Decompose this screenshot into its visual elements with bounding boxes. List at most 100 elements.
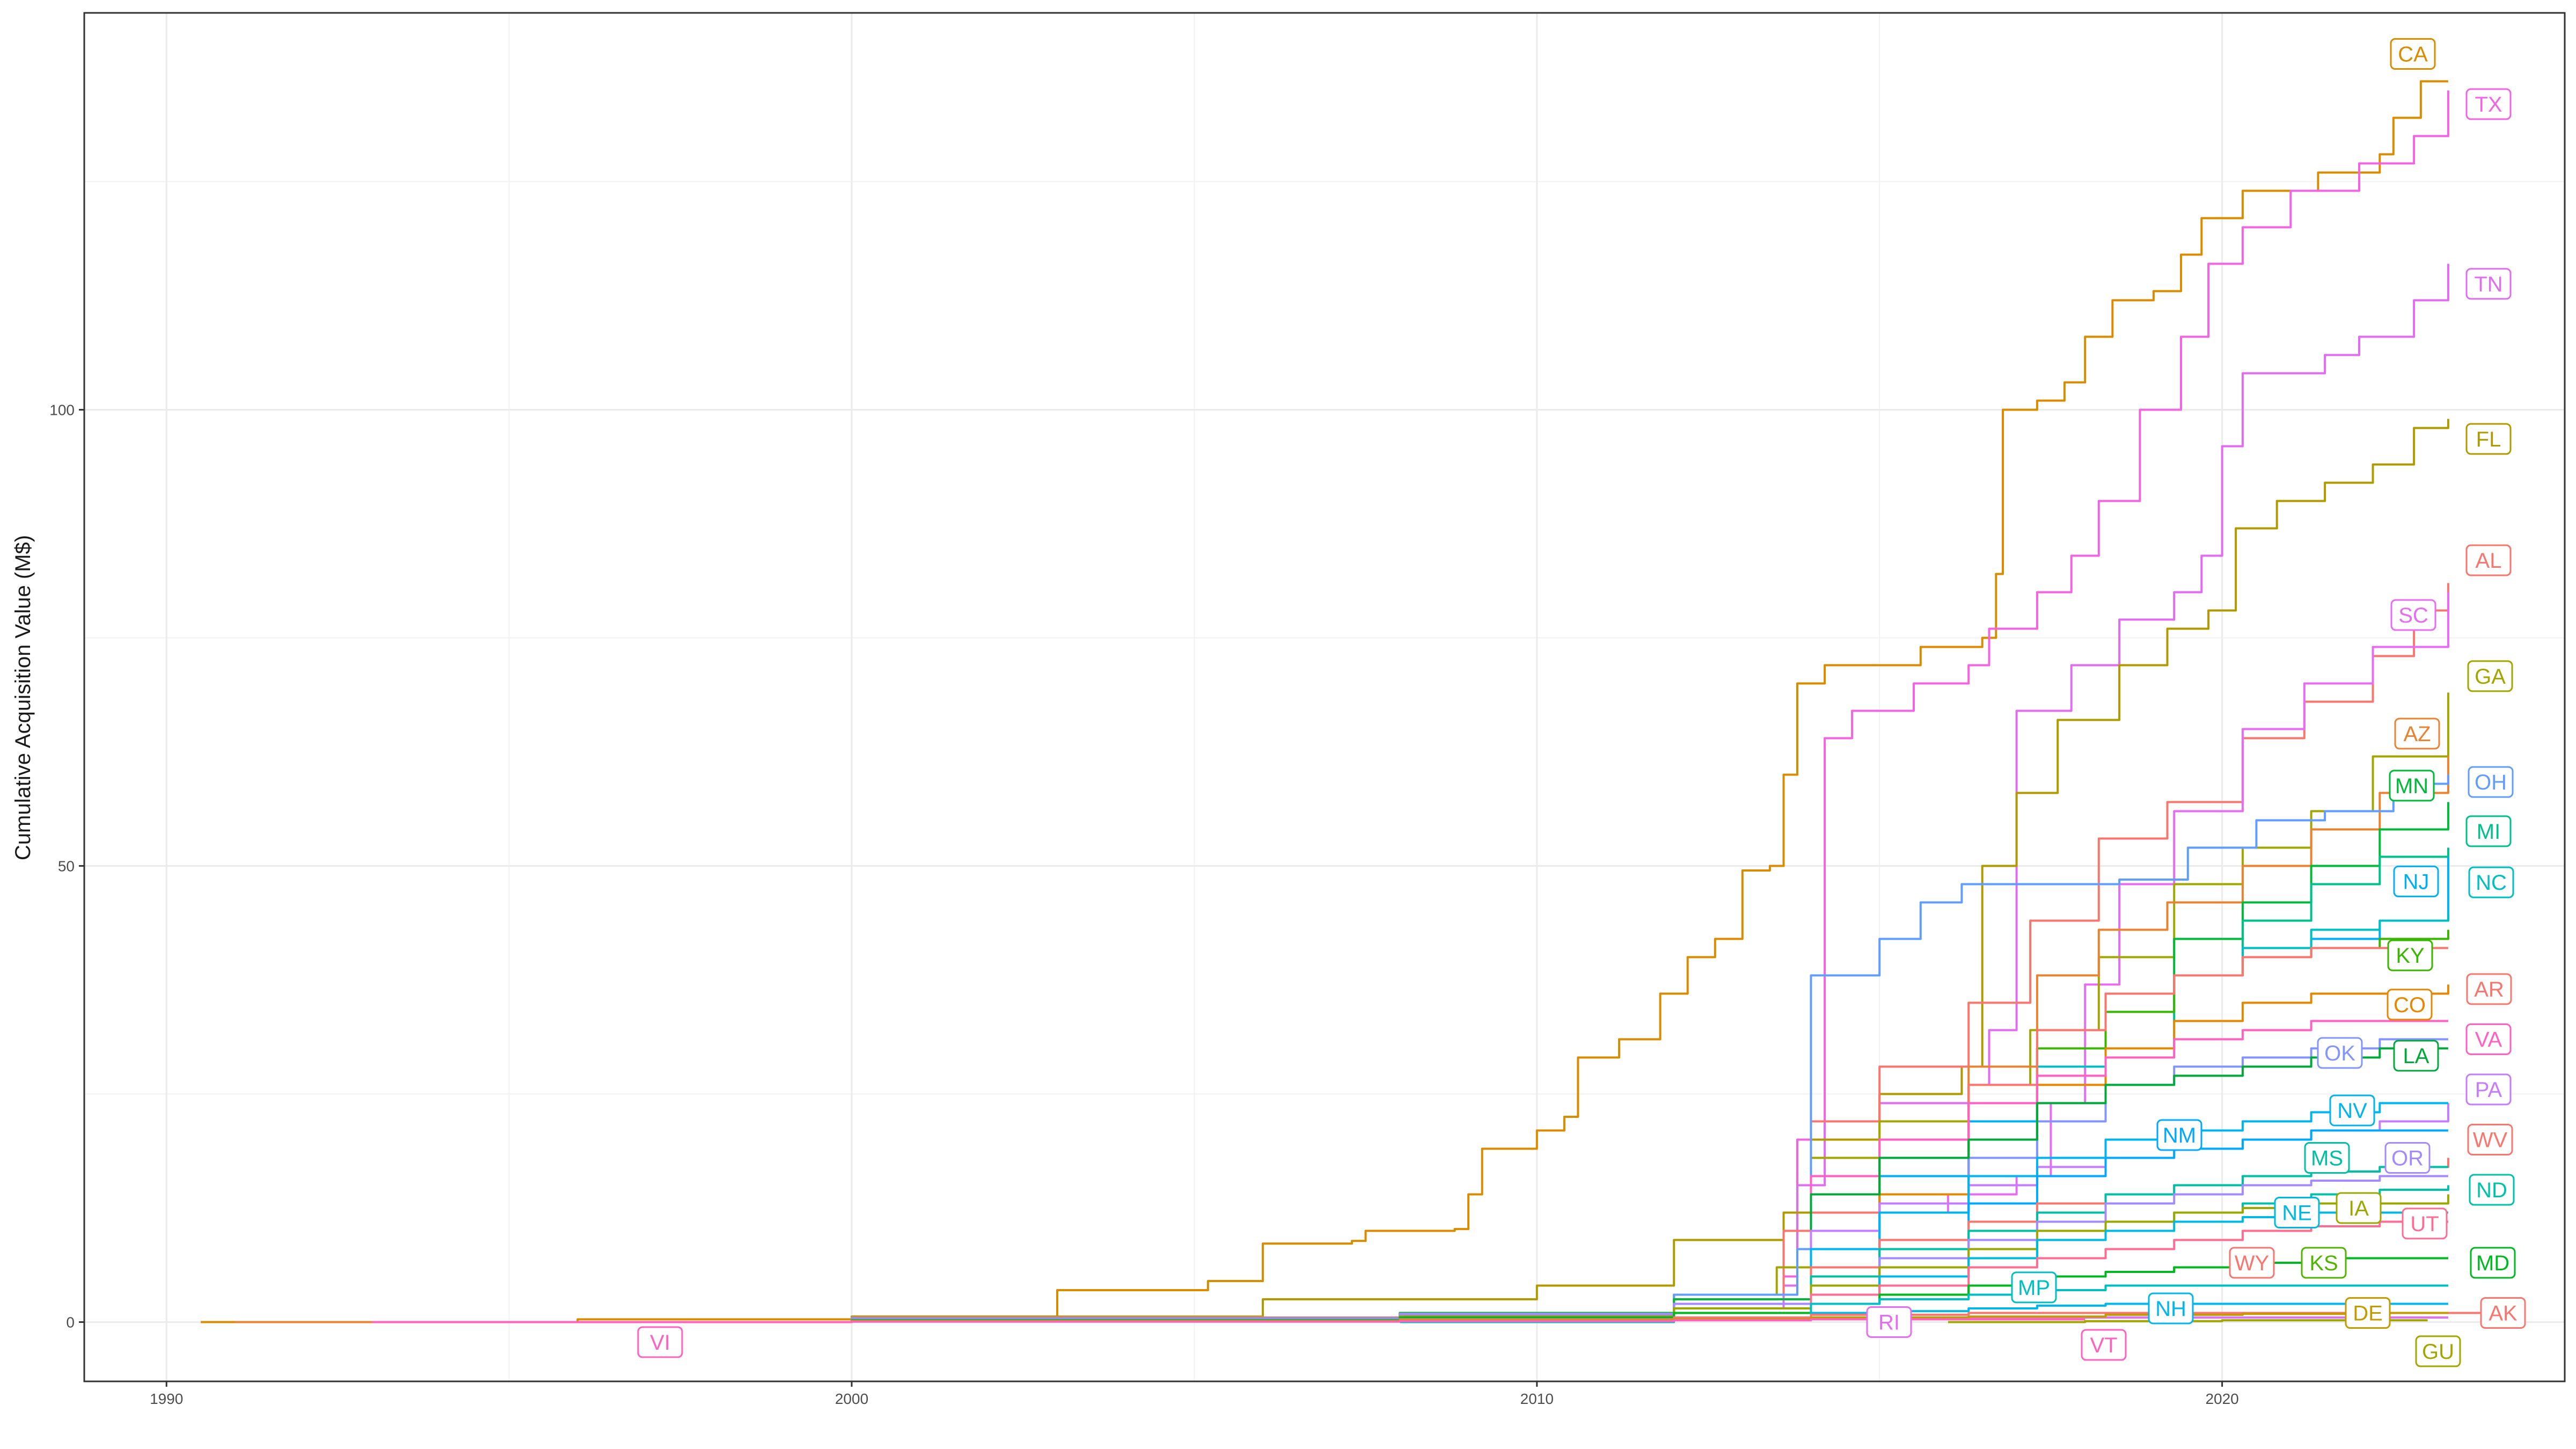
series-label-box [2345,1297,2391,1329]
series-label-ky: KY [2387,939,2433,971]
series-label-mi: MI [2465,815,2512,847]
series-label-text: AK [2489,1302,2518,1326]
series-label-ca: CA [2390,38,2436,70]
series-label-nc: NC [2468,866,2514,898]
series-label-text: SC [2398,604,2428,627]
series-label-box [2011,1271,2057,1304]
series-label-fl: FL [2465,423,2512,455]
series-label-tn: TN [2465,268,2512,300]
y-tick-label: 0 [66,1314,75,1331]
y-tick-label: 50 [58,858,75,875]
series-label-text: OK [2324,1042,2355,1065]
series-label-co: CO [2387,989,2433,1021]
series-label-nj: NJ [2393,865,2439,897]
series-label-box [2465,268,2512,300]
series-label-vt: VT [2081,1329,2127,1361]
series-label-box [2467,1124,2513,1155]
series-label-text: DE [2353,1302,2383,1326]
series-label-text: NE [2282,1202,2312,1225]
series-label-box [2304,1142,2350,1174]
series-label-box [2393,1040,2439,1072]
series-label-pa: PA [2465,1073,2512,1106]
series-label-mn: MN [2389,770,2435,802]
series-label-ut: UT [2402,1208,2448,1240]
series-label-text: NJ [2403,870,2429,894]
x-axis: 1990 2000 2010 2020 [150,1381,2239,1407]
series-label-box [2466,973,2512,1005]
series-label-text: MS [2311,1147,2343,1170]
series-label-ne: NE [2274,1197,2320,1228]
series-label-text: CA [2398,43,2428,67]
series-label-box [637,1326,683,1358]
series-label-box [2384,1142,2431,1174]
series-label-wy: WY [2229,1247,2275,1279]
series-label-box [2390,599,2436,631]
series-label-text: CO [2394,993,2426,1017]
series-label-va: VA [2465,1023,2512,1055]
series-line-or [372,1175,2448,1323]
series-label-text: MP [2018,1276,2050,1300]
y-tick-label: 100 [49,402,75,419]
series-label-ga: GA [2467,660,2513,692]
series-label-ia: IA [2336,1192,2382,1224]
series-label-text: VI [650,1331,670,1355]
series-label-text: KY [2396,944,2424,968]
series-label-az: AZ [2394,718,2440,750]
series-label-text: NH [2155,1297,2186,1321]
series-label-text: MN [2395,774,2428,798]
series-label-text: GU [2422,1340,2454,1364]
series-line-fl [440,419,2449,1323]
series-label-text: GA [2475,665,2506,689]
series-label-nv: NV [2329,1094,2375,1126]
series-label-box [2387,989,2433,1021]
series-label-text: WV [2473,1129,2508,1152]
series-label-ks: KS [2301,1247,2347,1279]
series-label-wv: WV [2467,1124,2513,1155]
series-label-ak: AK [2480,1297,2526,1329]
series-label-box [2081,1329,2127,1361]
series-label-sc: SC [2390,599,2436,631]
series-label-text: WY [2235,1252,2269,1275]
series-label-box [2470,1247,2516,1279]
series-label-oh: OH [2468,766,2514,798]
series-label-text: FL [2476,428,2501,451]
series-label-text: VA [2475,1028,2502,1052]
series-label-text: AZ [2403,722,2431,746]
series-label-box [2394,718,2440,750]
series-label-box [2465,544,2512,576]
y-axis-label: Cumulative Acquisition Value (M$) [11,535,35,860]
series-label-box [2156,1119,2202,1151]
series-label-box [2480,1297,2526,1329]
series-label-text: AL [2476,549,2502,573]
series-label-box [2329,1094,2375,1126]
series-label-text: AR [2474,978,2504,1001]
series-label-box [2469,1174,2515,1206]
series-label-box [2393,865,2439,897]
x-tick-label: 1990 [150,1391,183,1407]
x-tick-label: 2010 [1520,1391,1554,1407]
series-label-box [2468,866,2514,898]
series-label-ms: MS [2304,1142,2350,1174]
series-label-nm: NM [2156,1119,2202,1151]
series-label-ar: AR [2466,973,2512,1005]
series-label-box [2301,1247,2347,1279]
plot-panel-border [83,12,2566,1382]
series-label-box [2389,770,2435,802]
series-label-box [2465,1073,2512,1106]
series-label-box [2402,1208,2448,1240]
series-label-text: MI [2477,820,2500,844]
series-label-box [1866,1306,1912,1338]
series-label-box [2148,1292,2194,1324]
series-label-box [2274,1197,2320,1228]
series-label-al: AL [2465,544,2512,576]
series-label-tx: TX [2465,88,2512,120]
series-label-text: ND [2476,1179,2507,1202]
series-label-box [2465,88,2512,120]
series-label-box [2317,1037,2363,1069]
series-label-text: TX [2475,93,2502,116]
series-label-text: NV [2337,1099,2367,1123]
series-label-box [2387,939,2433,971]
series-label-text: LA [2403,1044,2429,1068]
series-label-box [2465,423,2512,455]
